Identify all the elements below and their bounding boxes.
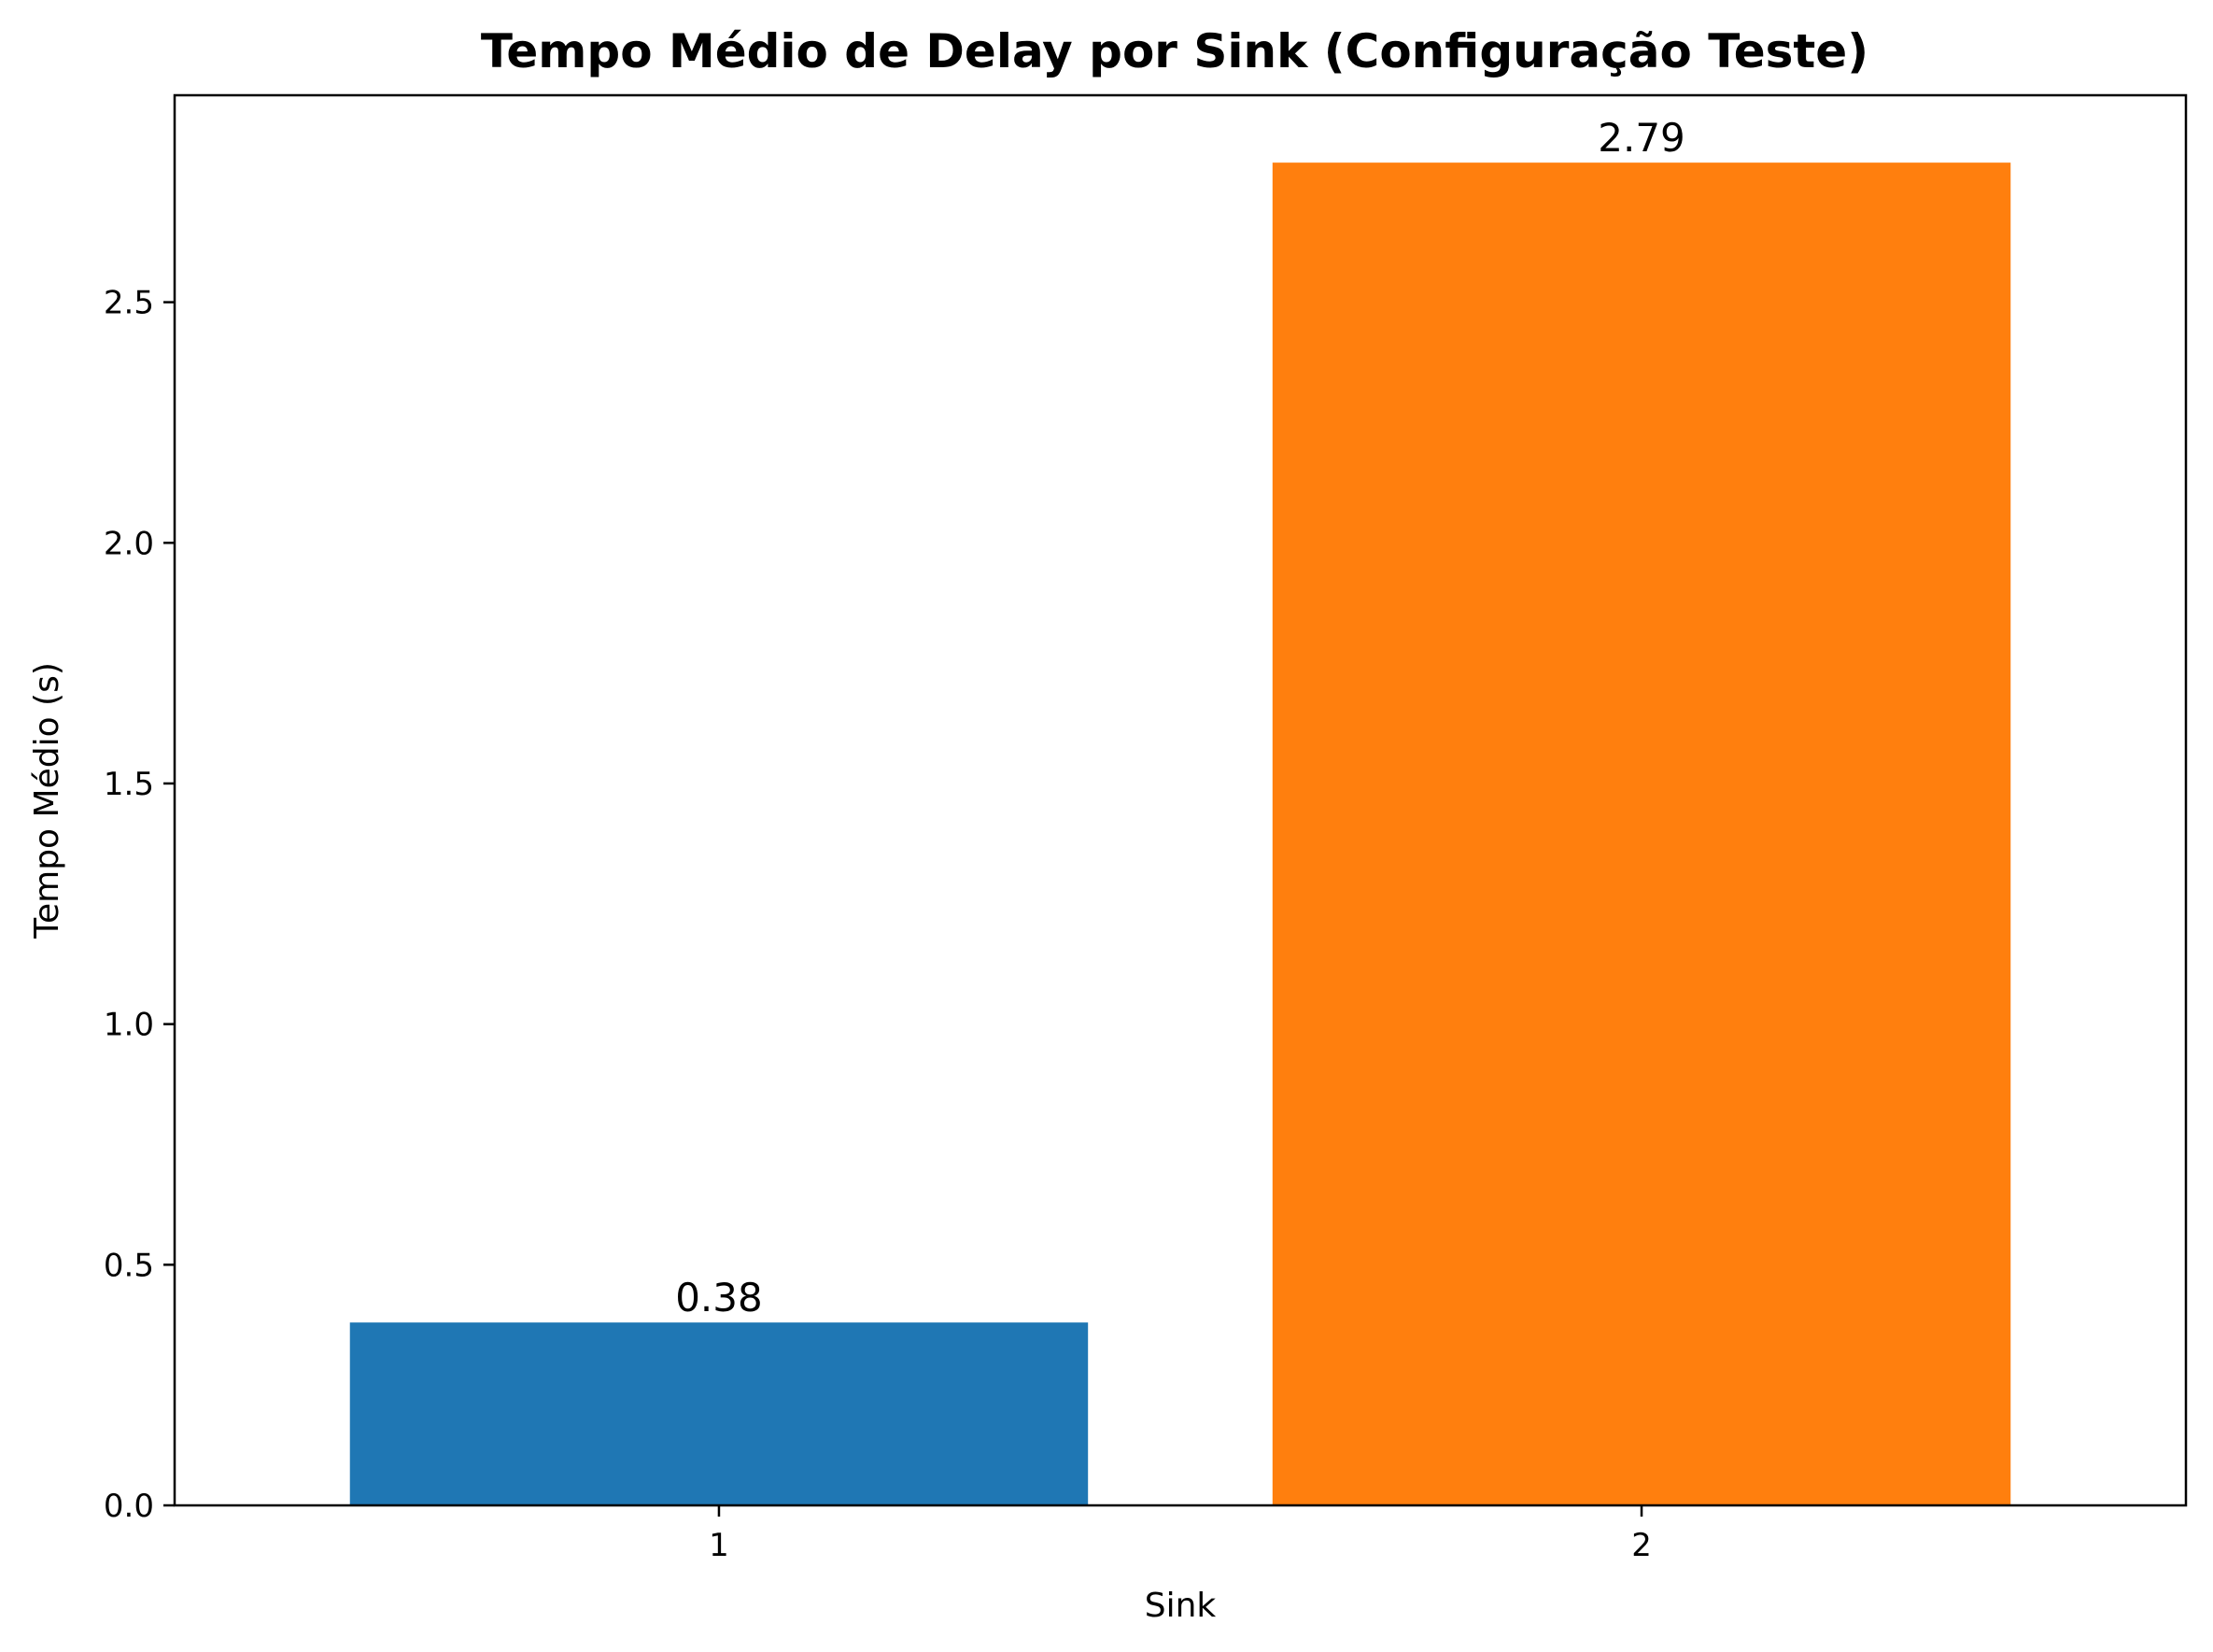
y-tick-label: 1.0 xyxy=(104,1007,154,1044)
data-label-sink-2: 2.79 xyxy=(1598,115,1685,161)
y-tick-label: 2.0 xyxy=(104,525,154,562)
y-axis: 0.0 0.5 1.0 1.5 2.0 2.5 xyxy=(104,285,175,1525)
x-tick-label: 1 xyxy=(709,1527,729,1564)
data-label-sink-1: 0.38 xyxy=(675,1275,763,1320)
y-tick-label: 0.5 xyxy=(104,1247,154,1284)
y-tick-label: 2.5 xyxy=(104,285,154,322)
plot-area: 0.38 2.79 xyxy=(173,93,2188,1507)
y-axis-label: Tempo Médio (s) xyxy=(28,662,66,939)
y-tick-label: 0.0 xyxy=(104,1488,154,1525)
plot-frame xyxy=(173,93,2188,1507)
bar-sink-2 xyxy=(1272,162,2011,1506)
x-tick-label: 2 xyxy=(1631,1527,1652,1564)
chart-title: Tempo Médio de Delay por Sink (Configura… xyxy=(481,24,1868,78)
bars-group xyxy=(349,162,2011,1506)
y-tick-label: 1.5 xyxy=(104,766,154,803)
x-axis-label: Sink xyxy=(1145,1587,1217,1625)
bar-sink-1 xyxy=(349,1322,1089,1505)
data-labels-group: 0.38 2.79 xyxy=(675,115,1685,1320)
